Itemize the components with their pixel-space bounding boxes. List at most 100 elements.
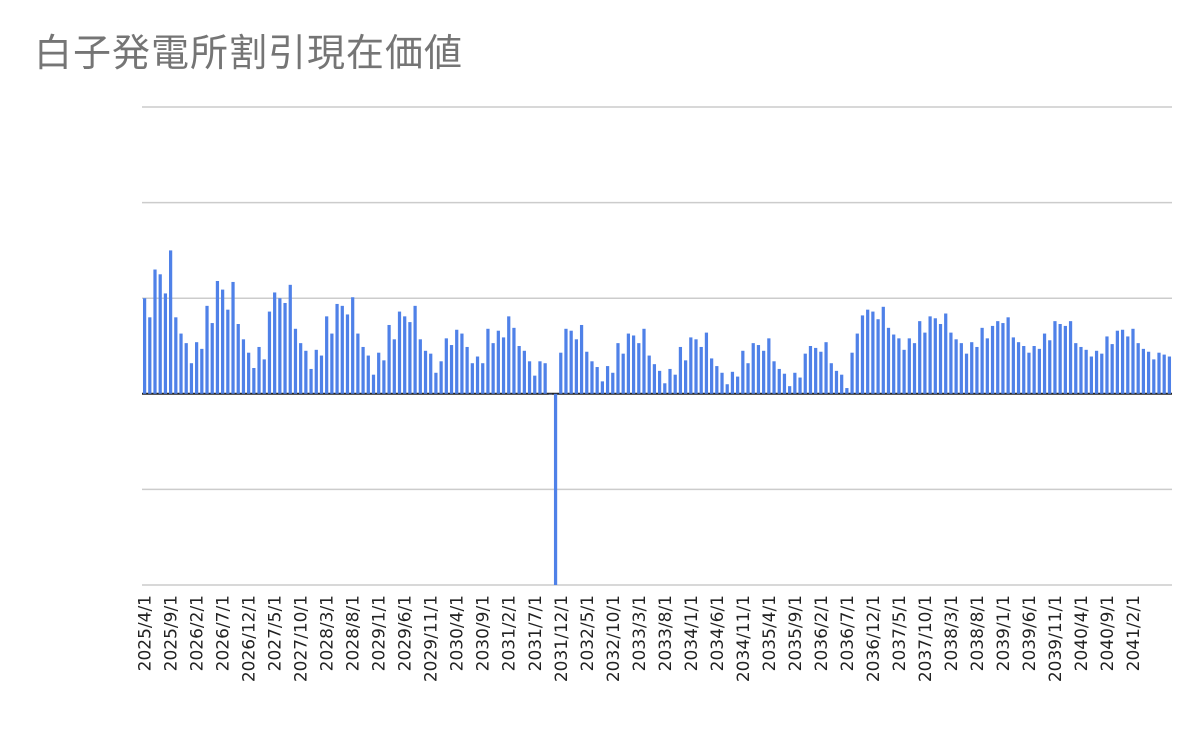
bar — [949, 332, 953, 394]
bar — [730, 371, 735, 394]
x-tick-label: 2040/4/1 — [1072, 595, 1092, 671]
bar — [923, 332, 927, 394]
bar — [741, 350, 745, 394]
bar — [1063, 325, 1067, 394]
bar — [470, 363, 474, 394]
bar — [231, 281, 235, 394]
bar — [751, 343, 755, 394]
bar — [449, 345, 454, 394]
bar — [678, 346, 683, 394]
bar — [247, 352, 251, 394]
bar — [1152, 359, 1156, 394]
bar — [252, 367, 256, 394]
bar — [1162, 354, 1166, 394]
bar — [548, 393, 552, 395]
bar — [340, 305, 344, 394]
bar — [725, 384, 729, 394]
bar — [267, 311, 272, 394]
x-tick-label: 2025/9/1 — [162, 595, 182, 671]
bar — [819, 351, 823, 394]
bar — [684, 360, 688, 394]
x-tick-label: 2034/1/1 — [682, 595, 702, 671]
bar — [314, 349, 318, 394]
bar — [782, 373, 787, 394]
x-tick-label: 2036/7/1 — [838, 595, 858, 671]
bar — [746, 363, 750, 394]
x-tick-label: 2027/10/1 — [292, 595, 312, 682]
bar — [236, 324, 240, 394]
bar — [491, 343, 495, 394]
bar — [762, 350, 766, 394]
bar — [1110, 344, 1114, 394]
bar — [319, 355, 324, 394]
bar — [1105, 336, 1109, 394]
bar — [626, 333, 631, 394]
bar — [371, 374, 376, 394]
bar — [184, 343, 188, 394]
bar — [512, 327, 516, 394]
bar — [288, 284, 292, 394]
x-tick-label: 2038/3/1 — [942, 595, 962, 671]
bar — [325, 316, 329, 394]
bar — [179, 333, 183, 394]
bar — [788, 386, 792, 394]
bar — [174, 317, 178, 394]
bar — [559, 352, 563, 394]
bar — [720, 372, 724, 394]
bar — [309, 368, 313, 394]
x-tick-label: 2026/7/1 — [214, 595, 234, 671]
bar — [1115, 330, 1119, 394]
bar — [876, 319, 880, 394]
x-tick-label: 2030/9/1 — [474, 595, 494, 671]
bar — [1126, 336, 1130, 394]
bar — [798, 377, 802, 394]
bar — [569, 330, 573, 394]
bar — [699, 346, 703, 394]
bar — [756, 345, 761, 394]
bar — [715, 366, 719, 394]
bar — [1027, 352, 1031, 394]
bar — [564, 328, 568, 394]
bar — [1068, 321, 1073, 394]
bar — [304, 350, 308, 394]
bar — [704, 332, 709, 394]
x-tick-label: 2031/2/1 — [500, 595, 520, 671]
bar — [829, 363, 833, 394]
bar — [647, 355, 651, 394]
bar — [351, 297, 355, 394]
x-tick-label: 2038/8/1 — [968, 595, 988, 671]
bar — [241, 339, 246, 394]
bar — [543, 363, 547, 394]
bar — [933, 318, 937, 394]
x-tick-label: 2037/5/1 — [890, 595, 910, 671]
chart-title: 白子発電所割引現在価値 — [34, 31, 464, 75]
bar — [652, 364, 657, 394]
bar — [605, 366, 610, 394]
bar — [803, 353, 807, 394]
bar — [293, 328, 298, 394]
bar — [345, 314, 350, 394]
bar — [1001, 323, 1005, 394]
bar — [392, 339, 396, 394]
bar — [444, 338, 448, 394]
bar — [522, 350, 526, 394]
bar — [980, 327, 984, 394]
bar — [637, 343, 641, 394]
bar — [408, 322, 412, 394]
bar — [970, 342, 974, 394]
bar — [377, 352, 381, 394]
bar — [1006, 317, 1010, 394]
bar — [824, 342, 828, 394]
x-tick-label: 2034/6/1 — [708, 595, 728, 671]
bar — [1058, 324, 1062, 394]
bar — [356, 333, 360, 394]
bar — [616, 343, 620, 394]
bar — [579, 324, 584, 394]
bar — [403, 316, 407, 394]
x-tick-label: 2031/12/1 — [552, 595, 572, 682]
bar — [382, 360, 386, 394]
bar — [990, 325, 995, 394]
bar — [501, 337, 506, 394]
bar — [361, 346, 365, 394]
bar — [538, 361, 542, 394]
